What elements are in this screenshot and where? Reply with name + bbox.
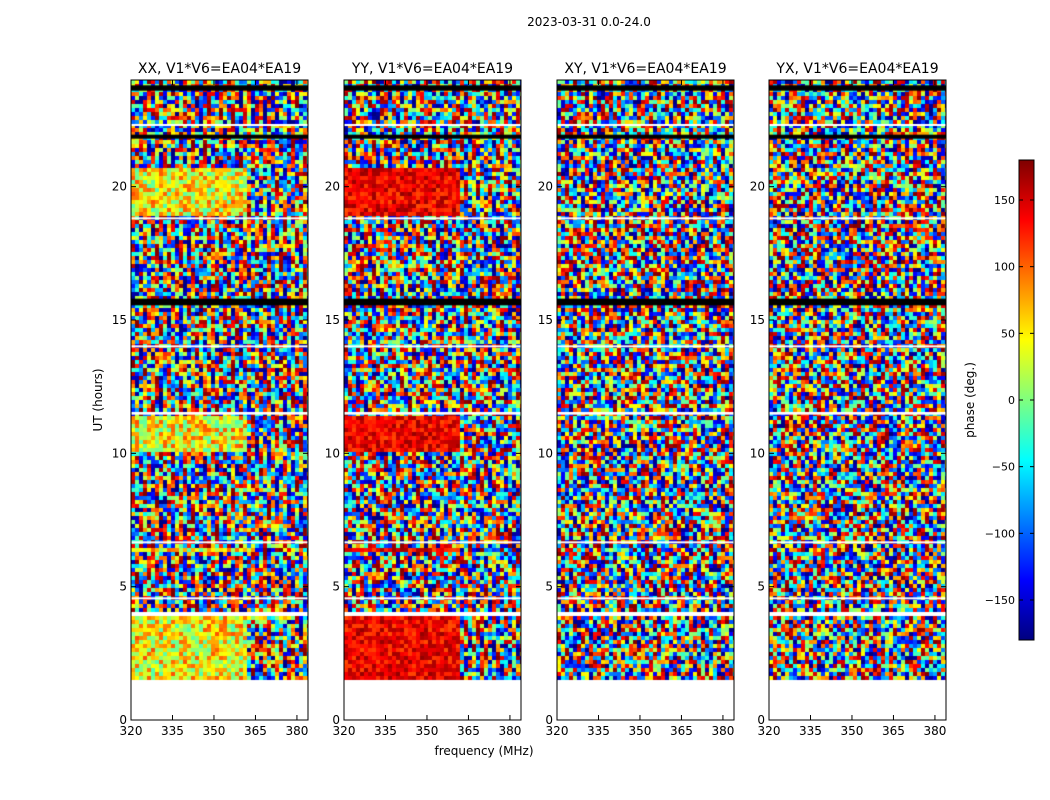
x-tick-label: 350: [416, 724, 439, 738]
panel-yx: YX, V1*V6=EA04*EA19 320 335 350 365 380 0 5 10 15…: [750, 61, 947, 738]
x-axis-label: frequency (MHz): [434, 744, 533, 758]
panel-title: YY, V1*V6=EA04*EA19: [351, 61, 513, 77]
panel-frame: [130, 79, 309, 721]
y-tick-label: 5: [119, 580, 127, 594]
panel-heatmap-image: [131, 80, 308, 720]
x-tick-label: 320: [758, 724, 781, 738]
y-tick-label: 15: [325, 313, 340, 327]
panel-heatmap-image: [769, 80, 946, 720]
panel-title: XX, V1*V6=EA04*EA19: [138, 61, 301, 77]
colorbar: −150 −100 −50 0 50 100 150 phase (deg.): [963, 159, 1035, 641]
x-tick-label: 320: [546, 724, 569, 738]
x-tick-label: 335: [374, 724, 397, 738]
colorbar-tick-label: 50: [1001, 327, 1015, 340]
panel-title: YX, V1*V6=EA04*EA19: [775, 61, 938, 77]
x-tick-label: 380: [923, 724, 946, 738]
panels-group: XX, V1*V6=EA04*EA19 320 335 350 365 380 0 5 10 15…: [112, 61, 947, 738]
x-tick-label: 350: [203, 724, 226, 738]
panel-frame: [556, 79, 735, 721]
x-tick-label: 350: [629, 724, 652, 738]
y-axis-label: UT (hours): [91, 368, 105, 431]
y-tick-label: 20: [538, 180, 553, 194]
panel-heatmap-image: [557, 80, 734, 720]
colorbar-tick-label: 0: [1008, 394, 1015, 407]
panel-yy: YY, V1*V6=EA04*EA19 320 335 350 365 380 0 5 10 15…: [325, 61, 522, 738]
colorbar-tick-label: −150: [985, 594, 1015, 607]
x-tick-label: 365: [882, 724, 905, 738]
x-tick-label: 335: [161, 724, 184, 738]
x-tick-label: 365: [244, 724, 267, 738]
y-tick-label: 5: [545, 580, 553, 594]
figure-suptitle: 2023-03-31 0.0-24.0: [527, 15, 651, 29]
y-tick-label: 10: [750, 446, 765, 460]
y-tick-label: 15: [750, 313, 765, 327]
y-tick-label: 5: [332, 580, 340, 594]
y-tick-label: 0: [119, 713, 127, 727]
y-tick-label: 20: [112, 180, 127, 194]
y-tick-label: 15: [112, 313, 127, 327]
colorbar-tick-label: −50: [992, 461, 1015, 474]
x-tick-label: 320: [333, 724, 356, 738]
x-tick-label: 365: [670, 724, 693, 738]
y-tick-label: 15: [538, 313, 553, 327]
y-tick-label: 20: [325, 180, 340, 194]
colorbar-label: phase (deg.): [963, 362, 977, 438]
x-tick-label: 320: [120, 724, 143, 738]
y-tick-label: 0: [332, 713, 340, 727]
x-tick-label: 380: [498, 724, 521, 738]
panel-frame: [768, 79, 947, 721]
x-tick-label: 335: [799, 724, 822, 738]
colorbar-tick-label: 100: [994, 261, 1015, 274]
x-tick-label: 335: [587, 724, 610, 738]
x-tick-label: 380: [285, 724, 308, 738]
panel-xx: XX, V1*V6=EA04*EA19 320 335 350 365 380 0 5 10 15…: [112, 61, 309, 738]
y-tick-label: 0: [757, 713, 765, 727]
colorbar-tick-label: −100: [985, 527, 1015, 540]
y-tick-label: 5: [757, 580, 765, 594]
y-tick-label: 0: [545, 713, 553, 727]
x-tick-label: 365: [457, 724, 480, 738]
panel-heatmap-image: [344, 80, 521, 720]
colorbar-tick-label: 150: [994, 194, 1015, 207]
x-tick-label: 350: [841, 724, 864, 738]
panel-title: XY, V1*V6=EA04*EA19: [564, 61, 726, 77]
y-tick-label: 10: [538, 446, 553, 460]
panel-xy: XY, V1*V6=EA04*EA19 320 335 350 365 380 0 5 10 15…: [538, 61, 735, 738]
x-tick-label: 380: [711, 724, 734, 738]
y-tick-label: 10: [112, 446, 127, 460]
y-tick-label: 10: [325, 446, 340, 460]
y-tick-label: 20: [750, 180, 765, 194]
panel-frame: [343, 79, 522, 721]
